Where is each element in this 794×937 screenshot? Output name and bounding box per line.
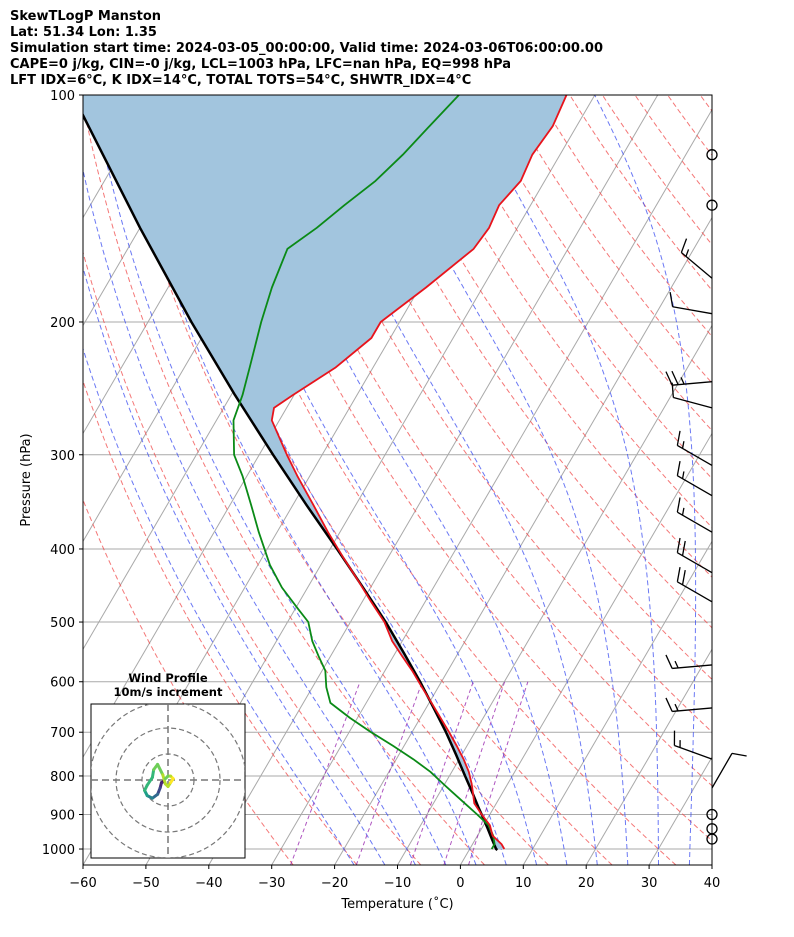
location-line: Lat: 51.34 Lon: 1.35 (10, 25, 157, 40)
wind-profile-segment (156, 762, 165, 777)
dry-adiabat (276, 95, 712, 733)
dry-adiabat (178, 95, 677, 865)
y-axis-label: Pressure (hPa) (19, 433, 34, 526)
wind-barb (665, 370, 713, 386)
moist-adiabat (187, 95, 538, 865)
dry-adiabat (113, 95, 549, 865)
isotherm-line (585, 648, 712, 865)
dry-adiabat (210, 95, 712, 842)
wind-barb (711, 752, 747, 789)
isotherm-line (522, 540, 712, 865)
y-tick-label: 300 (50, 449, 75, 464)
moist-adiabat (594, 95, 697, 865)
x-tick-label: 30 (641, 876, 658, 891)
time-line: Simulation start time: 2024-03-05_00:00:… (10, 41, 603, 56)
moist-adiabat (464, 95, 659, 865)
moist-adiabat (91, 95, 447, 865)
wind-barb (706, 833, 718, 845)
dry-adiabat (83, 379, 358, 865)
wind-profile-subtitle: 10m/s increment (114, 685, 223, 699)
isotherm-line (711, 864, 712, 865)
moist-adiabat (291, 95, 598, 865)
dry-adiabat (504, 95, 712, 384)
wind-barb (665, 654, 713, 670)
isotherm-line (334, 216, 712, 865)
dry-adiabat (308, 95, 712, 681)
y-tick-label: 900 (50, 809, 75, 824)
wind-barb (680, 238, 713, 279)
x-tick-label: 40 (704, 876, 721, 891)
x-tick-label: −20 (321, 876, 348, 891)
moist-adiabat (83, 168, 416, 865)
dewpoint-line (232, 95, 496, 850)
wind-barb (676, 430, 713, 467)
dry-adiabat (341, 95, 712, 629)
x-tick-label: −50 (132, 876, 159, 891)
x-tick-label: −30 (258, 876, 285, 891)
wind-profile-segment (145, 775, 154, 787)
wind-barb (676, 537, 713, 574)
y-tick-label: 100 (50, 89, 75, 104)
wind-barb (665, 697, 713, 713)
temperature-line (270, 95, 568, 850)
mixing-ratio-line (355, 681, 423, 865)
mixing-ratio-line (468, 681, 529, 865)
dry-adiabat (83, 250, 422, 865)
moist-adiabat (233, 95, 568, 865)
dry-adiabat (536, 95, 712, 338)
cape-line: CAPE=0 j/kg, CIN=-0 j/kg, LCL=1003 hPa, … (10, 57, 511, 72)
plot-area (83, 95, 794, 865)
x-tick-label: −10 (384, 876, 411, 891)
moist-adiabat (366, 95, 629, 865)
index-line: LFT IDX=6°C, K IDX=14°C, TOTAL TOTS=54°C… (10, 73, 472, 88)
isotherm-line (648, 756, 712, 865)
chart-title: SkewTLogP Manston (10, 9, 162, 24)
isotherm-line (271, 108, 712, 865)
x-axis-label: Temperature (˚C) (340, 896, 453, 912)
moist-adiabat (83, 265, 386, 865)
isotherm-line (397, 324, 712, 865)
y-tick-label: 800 (50, 770, 75, 785)
x-tick-label: 20 (578, 876, 595, 891)
y-tick-label: 500 (50, 616, 75, 631)
dry-adiabat (634, 95, 712, 201)
y-tick-label: 400 (50, 543, 75, 558)
wind-barb (673, 730, 713, 760)
dry-adiabat (699, 95, 712, 112)
wind-barb (676, 567, 713, 603)
moist-adiabat (118, 95, 477, 865)
dry-adiabat (243, 95, 712, 787)
wind-barb (669, 291, 713, 315)
dry-adiabat (83, 101, 485, 865)
y-tick-label: 200 (50, 316, 75, 331)
y-tick-label: 700 (50, 726, 75, 741)
cape-cin-fill (83, 95, 567, 849)
isotherm-line (83, 95, 93, 111)
wind-barb (676, 497, 713, 533)
x-tick-label: −40 (195, 876, 222, 891)
x-tick-label: 10 (515, 876, 532, 891)
wind-barb (706, 808, 718, 821)
y-tick-label: 1000 (42, 843, 75, 858)
wind-barb (671, 382, 713, 409)
mixing-ratio-line (290, 681, 361, 865)
wind-profile-title: Wind Profile (128, 671, 208, 685)
dry-adiabat (83, 498, 294, 865)
moist-adiabat (720, 95, 749, 865)
wind-barb (706, 149, 718, 161)
x-tick-label: −60 (69, 876, 96, 891)
dry-adiabat (569, 95, 712, 291)
y-tick-label: 600 (50, 676, 75, 691)
x-tick-label: 0 (456, 876, 464, 891)
dry-adiabat (733, 95, 794, 865)
dry-adiabat (601, 95, 712, 246)
wind-barb (676, 461, 713, 497)
wind-barb (706, 199, 718, 211)
isotherm-line (459, 432, 712, 865)
isotherm-line (208, 95, 659, 865)
wind-profile-segment (163, 774, 170, 781)
moist-adiabat (83, 347, 355, 865)
